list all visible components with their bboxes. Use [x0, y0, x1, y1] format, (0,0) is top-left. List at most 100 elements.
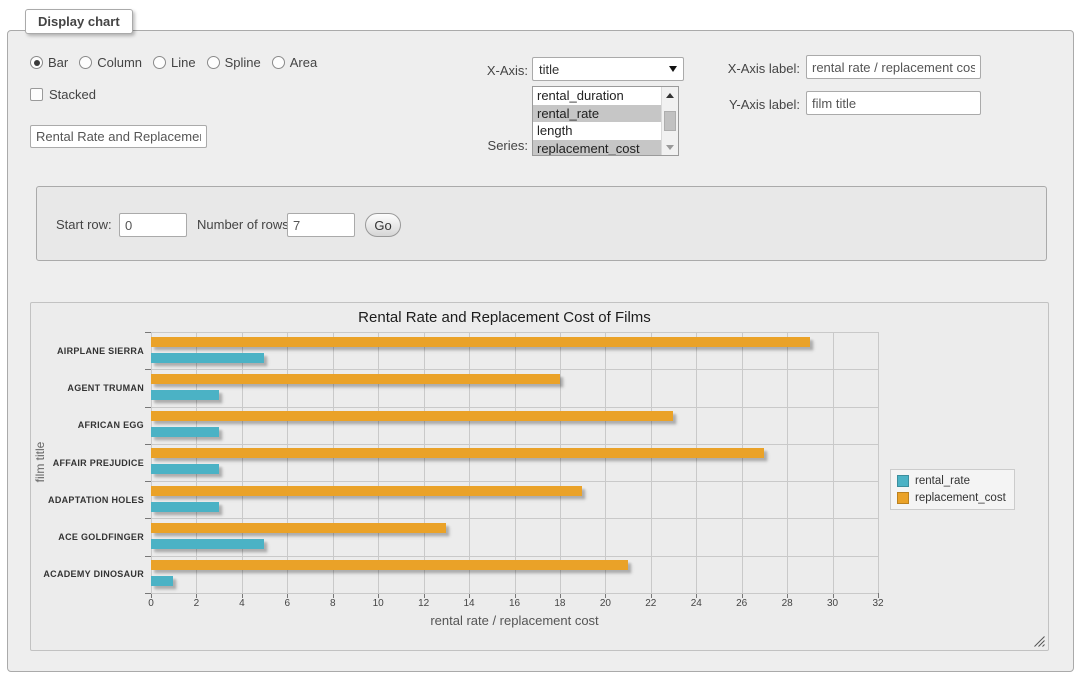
- chart-panel: Rental Rate and Replacement Cost of Film…: [30, 302, 1049, 651]
- number-of-rows-input[interactable]: [287, 213, 355, 237]
- x-tick-label: 28: [781, 598, 793, 609]
- chart-title-input[interactable]: [30, 125, 207, 148]
- x-tick-mark: [878, 593, 879, 598]
- scrollbar-up-button[interactable]: [662, 87, 678, 103]
- row-range-panel: Start row: Number of rows: Go: [36, 186, 1047, 261]
- gridline: [151, 406, 878, 408]
- gridline: [151, 443, 878, 445]
- stacked-checkbox[interactable]: [30, 88, 43, 101]
- gridline: [151, 332, 152, 593]
- x-tick-label: 6: [284, 598, 291, 609]
- radio-label: Line: [171, 55, 196, 70]
- scrollbar-down-icon: [666, 144, 674, 150]
- chart-type-radio-line[interactable]: Line: [153, 55, 196, 70]
- radio-icon[interactable]: [153, 56, 167, 69]
- x-tick-label: 16: [508, 598, 521, 609]
- x-axis-select[interactable]: title: [532, 57, 684, 81]
- series-scrollbar[interactable]: [661, 87, 678, 155]
- x-tick-mark: [559, 593, 561, 598]
- x-tick-mark: [469, 593, 471, 598]
- radio-label: Spline: [224, 55, 261, 70]
- gridline: [650, 332, 652, 593]
- start-row-input[interactable]: [119, 213, 187, 237]
- x-axis-selected-value: title: [539, 61, 560, 77]
- gridline: [151, 593, 878, 594]
- bar-replacement_cost: [151, 373, 560, 384]
- category-label: AFRICAN EGG: [77, 420, 144, 431]
- bar-rental_rate: [151, 538, 265, 549]
- x-tick-label: 10: [372, 598, 384, 609]
- x-tick-label: 14: [463, 598, 475, 609]
- bar-rental_rate: [151, 464, 219, 475]
- bar-replacement_cost: [151, 485, 583, 496]
- chart-type-radio-spline[interactable]: Spline: [206, 55, 261, 70]
- gridline: [559, 332, 561, 593]
- x-axis-label-input[interactable]: [806, 55, 981, 79]
- y-tick-mark: [145, 406, 151, 408]
- radio-icon[interactable]: [206, 56, 220, 69]
- y-tick-mark: [145, 593, 151, 594]
- category-label: ADAPTATION HOLES: [48, 494, 144, 505]
- x-axis-title: rental rate / replacement cost: [430, 613, 599, 628]
- series-options: rental_duration rental_rate length replacem…: [533, 87, 661, 155]
- fieldset-legend-text: Display chart: [38, 14, 120, 29]
- bar-rental_rate: [151, 427, 219, 438]
- chart-type-radio-bar[interactable]: Bar: [30, 55, 68, 70]
- fieldset-legend: Display chart: [25, 9, 133, 34]
- chart-type-radio-area[interactable]: Area: [271, 55, 318, 70]
- gridline: [378, 332, 380, 593]
- radio-label: Area: [289, 55, 318, 70]
- bar-rental_rate: [151, 352, 265, 363]
- x-tick-label: 32: [872, 598, 884, 609]
- chart-type-radio-column[interactable]: Column: [79, 55, 142, 70]
- gridline: [605, 332, 607, 593]
- x-tick-mark: [287, 593, 289, 598]
- category-label: AIRPLANE SIERRA: [56, 345, 144, 356]
- series-option-replacement_cost[interactable]: replacement_cost: [533, 139, 661, 155]
- radio-icon[interactable]: [79, 56, 93, 69]
- category-label: AFFAIR PREJUDICE: [52, 457, 144, 468]
- legend-item-rental_rate: rental_rate: [897, 475, 1006, 487]
- x-tick-label: 26: [736, 598, 748, 609]
- gridline: [241, 332, 243, 593]
- x-tick-mark: [241, 593, 243, 598]
- gridline: [151, 369, 878, 371]
- x-tick-mark: [151, 593, 152, 598]
- scrollbar-down-button[interactable]: [662, 139, 678, 155]
- x-tick-label: 4: [239, 598, 245, 609]
- legend-label: rental_rate: [915, 475, 970, 487]
- gridline: [332, 332, 334, 593]
- series-label: Series:: [487, 138, 528, 153]
- radio-icon[interactable]: [30, 56, 43, 69]
- gridline: [832, 332, 834, 593]
- gridline: [787, 332, 789, 593]
- y-tick-mark: [145, 332, 151, 333]
- bar-rental_rate: [151, 389, 219, 400]
- x-tick-label: 18: [554, 598, 566, 609]
- category-label: AGENT TRUMAN: [67, 382, 144, 393]
- chart-title: Rental Rate and Replacement Cost of Film…: [358, 309, 651, 326]
- series-option-rental_duration[interactable]: rental_duration: [537, 88, 624, 103]
- series-option-length[interactable]: length: [537, 123, 573, 138]
- gridline: [423, 332, 425, 593]
- x-tick-mark: [787, 593, 789, 598]
- stacked-checkbox-row[interactable]: Stacked: [30, 87, 96, 102]
- gridline: [151, 555, 878, 557]
- legend-swatch: [897, 475, 909, 487]
- gridline: [469, 332, 471, 593]
- x-tick-mark: [196, 593, 198, 598]
- radio-icon[interactable]: [271, 56, 285, 69]
- series-multiselect[interactable]: rental_duration rental_rate length replacem…: [532, 86, 679, 156]
- x-tick-mark: [423, 593, 425, 598]
- go-button[interactable]: Go: [365, 213, 401, 237]
- scrollbar-thumb[interactable]: [664, 111, 676, 131]
- y-axis-label-field-label: Y-Axis label:: [728, 97, 800, 112]
- y-tick-mark: [145, 518, 151, 520]
- plot-area: AIRPLANE SIERRA AGENT TRUMAN AFRICAN EGG AF…: [43, 332, 879, 598]
- radio-label: Bar: [48, 55, 69, 70]
- resize-handle-icon[interactable]: [1034, 636, 1045, 647]
- bar-replacement_cost: [151, 336, 810, 347]
- gridline: [287, 332, 289, 593]
- y-axis-label-input[interactable]: [806, 91, 981, 115]
- series-option-rental_rate[interactable]: rental_rate: [533, 104, 661, 122]
